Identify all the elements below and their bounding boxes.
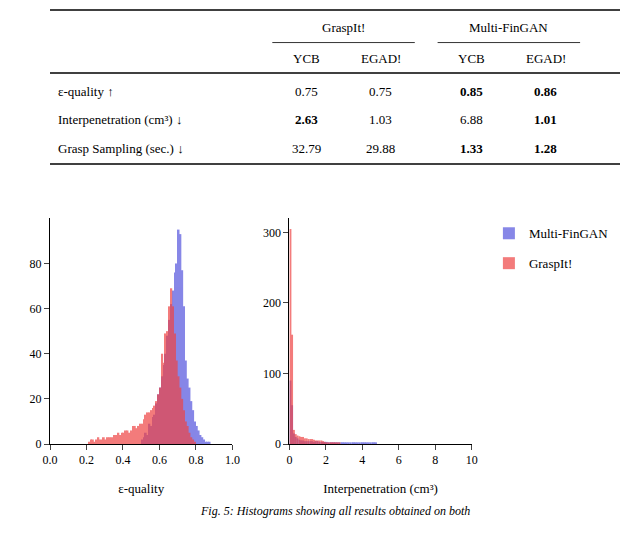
svg-text:GraspIt!: GraspIt!: [322, 20, 365, 35]
svg-text:6.88: 6.88: [460, 112, 483, 127]
svg-text:300: 300: [263, 226, 281, 240]
svg-text:0.75: 0.75: [369, 84, 392, 99]
svg-text:2.63: 2.63: [295, 112, 318, 127]
svg-text:60: 60: [30, 302, 42, 316]
svg-text:0.6: 0.6: [152, 453, 167, 467]
svg-text:0.0: 0.0: [43, 453, 58, 467]
svg-text:1.01: 1.01: [534, 112, 557, 127]
svg-text:100: 100: [263, 367, 281, 381]
svg-text:EGAD!: EGAD!: [526, 51, 566, 66]
svg-text:80: 80: [30, 257, 42, 271]
svg-text:ε-quality: ε-quality: [118, 481, 164, 496]
svg-text:0.86: 0.86: [534, 84, 557, 99]
svg-text:YCB: YCB: [458, 51, 485, 66]
svg-text:4: 4: [359, 453, 365, 467]
svg-text:29.88: 29.88: [366, 141, 395, 156]
svg-text:Interpenetration (cm³) ↓: Interpenetration (cm³) ↓: [58, 112, 182, 127]
svg-text:2: 2: [323, 453, 329, 467]
svg-text:GraspIt!: GraspIt!: [529, 256, 572, 271]
svg-text:0: 0: [36, 437, 42, 451]
svg-text:YCB: YCB: [293, 51, 320, 66]
svg-text:40: 40: [30, 347, 42, 361]
svg-text:0.2: 0.2: [79, 453, 94, 467]
svg-text:1.0: 1.0: [225, 453, 240, 467]
svg-text:0: 0: [275, 437, 281, 451]
svg-text:0.85: 0.85: [460, 84, 483, 99]
svg-text:Grasp Sampling (sec.) ↓: Grasp Sampling (sec.) ↓: [58, 141, 184, 156]
svg-text:1.28: 1.28: [534, 141, 557, 156]
svg-text:6: 6: [396, 453, 402, 467]
svg-text:ε-quality ↑: ε-quality ↑: [58, 84, 114, 99]
svg-text:0.8: 0.8: [188, 453, 203, 467]
svg-text:Fig. 5: Histograms showing all: Fig. 5: Histograms showing all results o…: [200, 504, 470, 518]
svg-text:1.03: 1.03: [369, 112, 392, 127]
svg-text:EGAD!: EGAD!: [361, 51, 401, 66]
svg-text:200: 200: [263, 296, 281, 310]
svg-text:0: 0: [286, 453, 292, 467]
svg-text:Multi-FinGAN: Multi-FinGAN: [529, 226, 608, 241]
svg-text:10: 10: [466, 453, 478, 467]
svg-text:0.75: 0.75: [295, 84, 318, 99]
svg-text:0.4: 0.4: [115, 453, 130, 467]
svg-text:32.79: 32.79: [292, 141, 321, 156]
svg-text:8: 8: [432, 453, 438, 467]
svg-text:20: 20: [30, 392, 42, 406]
svg-text:1.33: 1.33: [460, 141, 483, 156]
svg-text:Multi-FinGAN: Multi-FinGAN: [469, 20, 548, 35]
svg-text:Interpenetration (cm³): Interpenetration (cm³): [323, 481, 438, 496]
